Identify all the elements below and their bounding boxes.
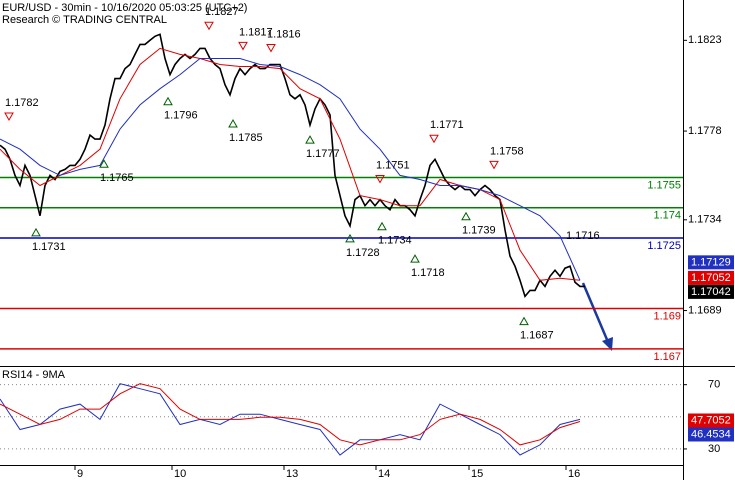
- low-label: 1.1731: [32, 241, 66, 253]
- low-marker: [519, 316, 529, 326]
- low-marker: [163, 96, 173, 106]
- x-tick-label: 10: [174, 468, 186, 480]
- last-value-label: 1.17129: [691, 256, 731, 268]
- y-tick-label: 1.1778: [688, 125, 722, 137]
- low-label: 1.1728: [346, 247, 380, 259]
- y-tick-label: 1.1689: [688, 304, 722, 316]
- series-line: [0, 33, 585, 299]
- level-label: 1.1755: [647, 179, 681, 191]
- high-marker: [204, 21, 214, 31]
- x-tick-label: 14: [378, 468, 390, 480]
- last-value-label: 46.4534: [691, 428, 731, 440]
- y-tick-label: 1.1823: [688, 34, 722, 46]
- low-label: 1.1777: [306, 148, 340, 160]
- series-line: [0, 383, 581, 456]
- low-label: 1.1765: [100, 172, 134, 184]
- low-label: 1.1796: [164, 110, 198, 122]
- last-value-label: 47.7052: [691, 414, 731, 426]
- low-label: 1.1734: [378, 235, 412, 247]
- last-value-box: [688, 284, 734, 299]
- level-label: 1.169: [653, 310, 681, 322]
- high-marker: [266, 43, 276, 53]
- last-value-box: [688, 270, 734, 285]
- low-marker: [410, 254, 420, 263]
- low-marker: [377, 221, 387, 231]
- low-marker: [99, 159, 109, 168]
- high-marker: [4, 112, 14, 122]
- series-line: [0, 47, 581, 281]
- level-label: 1.167: [653, 351, 681, 363]
- high-marker: [375, 175, 385, 184]
- chart-subtitle: Research © TRADING CENTRAL: [2, 14, 167, 26]
- level-label: 1.174: [653, 210, 681, 222]
- high-label: 1.1827: [205, 6, 239, 18]
- x-tick-label: 16: [568, 468, 580, 480]
- low-label: 1.1718: [411, 267, 445, 279]
- low-label: 1.1739: [462, 225, 496, 237]
- high-marker: [429, 134, 439, 144]
- high-marker: [489, 160, 499, 170]
- low-marker: [31, 227, 41, 237]
- high-label: 1.1782: [5, 97, 39, 109]
- high-marker: [238, 41, 248, 51]
- low-label: 1.1687: [520, 329, 554, 341]
- forecast-arrow: [581, 282, 613, 351]
- last-value-box: [688, 413, 734, 428]
- price-label: 1.1716: [566, 230, 600, 242]
- panel-title: RSI14 - 9MA: [2, 369, 66, 381]
- x-tick-label: 9: [77, 468, 83, 480]
- x-tick-label: 13: [286, 468, 298, 480]
- low-marker: [228, 118, 238, 128]
- y-tick-label: 1.1734: [688, 214, 722, 226]
- last-value-box: [688, 255, 734, 270]
- last-value-box: [688, 427, 734, 442]
- high-label: 1.1817: [239, 26, 273, 38]
- low-label: 1.1785: [229, 132, 263, 144]
- series-line: [0, 383, 581, 446]
- y-tick-label: 70: [708, 379, 720, 391]
- high-label: 1.1751: [376, 159, 410, 171]
- last-value-label: 1.17052: [691, 272, 731, 284]
- low-marker: [461, 211, 471, 221]
- y-tick-label: 30: [708, 443, 720, 455]
- series-line: [0, 58, 581, 281]
- high-label: 1.1771: [430, 119, 464, 131]
- chart-title: EUR/USD - 30min - 10/16/2020 05:03:25 (U…: [2, 2, 247, 14]
- low-marker: [305, 135, 315, 144]
- level-label: 1.1725: [647, 240, 681, 252]
- high-label: 1.1816: [267, 28, 301, 40]
- low-marker: [345, 233, 355, 243]
- high-label: 1.1758: [490, 145, 524, 157]
- last-value-label: 1.17042: [691, 286, 731, 298]
- x-tick-label: 15: [471, 468, 483, 480]
